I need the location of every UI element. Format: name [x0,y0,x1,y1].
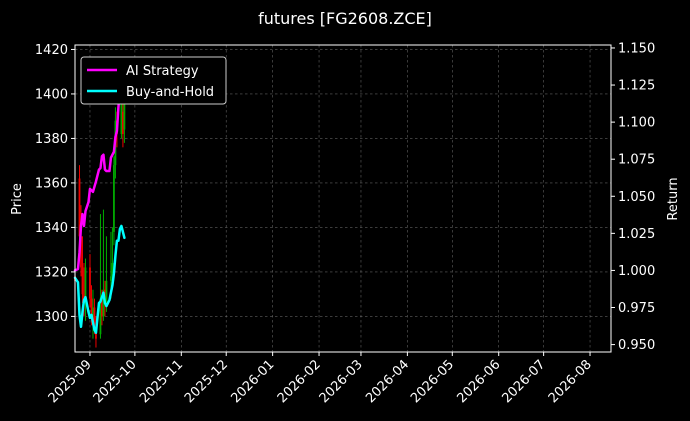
y-tick-label: 1400 [35,87,68,102]
candle-body [102,289,105,317]
y2-tick-label: 1.025 [618,227,655,242]
legend-label-ai-strategy: AI Strategy [126,64,199,79]
y-axis-return: 0.950 0.975 1.000 1.025 1.050 1.075 1.100 1.125… [611,41,655,353]
legend: AI Strategy Buy-and-Hold [80,56,227,105]
candle-body [84,267,87,304]
candle-body [89,267,91,299]
y-tick-label: 1360 [35,176,68,191]
series-line-ai-strategy [73,61,123,272]
y-tick-label: 1420 [35,43,68,58]
y2-tick-label: 1.050 [618,190,655,205]
y2-tick-label: 1.125 [618,79,655,94]
chart-title: futures [FG2608.ZCE] [258,9,432,28]
candle-body [123,102,126,130]
candle-body [78,178,81,237]
candle-body [111,263,114,277]
candle-body [105,280,108,304]
y2-tick-label: 1.100 [618,116,655,131]
legend-box [80,56,227,105]
series-line-buy-and-hold [73,224,126,334]
y-tick-label: 1320 [35,265,68,280]
y-tick-label: 1340 [35,221,68,236]
candle-body [122,111,124,134]
candle-body [120,76,123,134]
y-axis-label: Price [10,183,25,215]
legend-label-buy-and-hold: Buy-and-Hold [126,85,214,100]
y2-tick-label: 0.950 [618,338,655,353]
plot-frame [74,44,612,353]
y-tick-label: 1380 [35,132,68,147]
candle-body [110,276,112,281]
y2-axis-label: Return [666,177,681,220]
y-axis-price: 1300 1320 1340 1360 1380 1400 1420 [35,43,75,325]
candle-body [99,298,102,335]
candle-body [113,165,115,232]
candle-body [80,236,82,268]
candle-body [93,307,96,326]
y2-tick-label: 1.150 [618,41,655,56]
candle-body [90,298,93,317]
return-lines [73,61,126,334]
y-tick-label: 1300 [35,310,68,325]
candle-body [101,298,103,317]
y2-tick-label: 1.075 [618,153,655,168]
candle-body [81,267,84,295]
y2-tick-label: 1.000 [618,264,655,279]
candle-body [92,307,94,317]
y2-tick-label: 0.975 [618,301,655,316]
